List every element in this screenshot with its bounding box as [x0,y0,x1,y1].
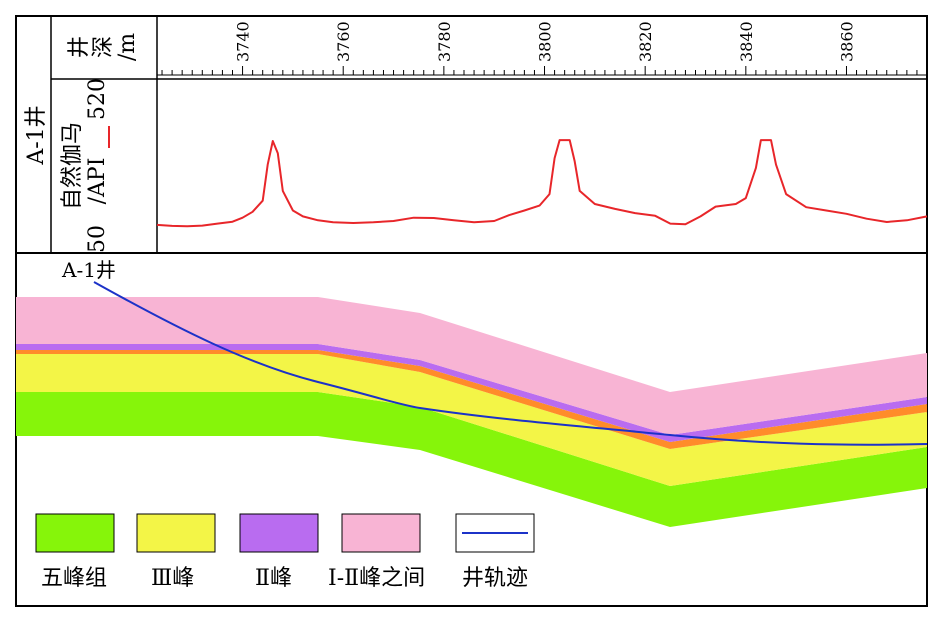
header-frame [15,15,928,254]
depth-tick-label: 3740 [234,21,253,62]
layer-wufeng [16,392,927,527]
gr-min-label: 50 [85,225,110,253]
depth-tick-label: 3820 [636,21,655,62]
depth-label-line-1: 井 [67,36,92,58]
layer-peak1-2 [16,297,927,435]
gr-curve [156,139,928,228]
legend-swatch-wufeng [35,513,115,553]
legend-swatch-peak1-2 [341,513,421,553]
depth-tick-label: 3760 [334,21,353,62]
depth-axis: 3740 3760 3780 3800 3820 3840 3860 [157,21,928,76]
gr-label: 自然伽马 50 /API 520 [60,78,110,253]
depth-tick-label: 3840 [737,21,756,62]
legend-label-peak3: Ⅲ峰 [151,566,194,591]
legend-label-trajectory: 井轨迹 [462,566,528,591]
depth-label: 井 深 /m [67,33,140,61]
layer-peak3 [16,354,927,486]
legend-label-peak2: Ⅱ峰 [255,566,292,591]
side-label: A-1井 [24,105,49,165]
depth-tick-label: 3800 [536,21,555,62]
gr-unit-label: /API [85,158,110,205]
legend-swatch-peak2 [239,513,319,553]
well-trajectory [93,281,928,446]
depth-tick-label: 3780 [435,21,454,62]
depth-label-line-3: /m [115,33,140,61]
depth-label-line-2: 深 [91,36,116,58]
depth-tick-label: 3860 [837,21,856,62]
legend-label-wufeng: 五峰组 [41,566,107,591]
legend-swatch-peak3 [136,513,216,553]
gr-label-name: 自然伽马 [60,122,85,210]
gr-max-label: 520 [85,78,110,120]
well-label: A-1井 [61,258,116,282]
legend: 五峰组 Ⅲ峰 Ⅱ峰 Ⅰ-Ⅱ峰之间 井轨迹 [35,513,535,591]
legend-label-peak1-2: Ⅰ-Ⅱ峰之间 [328,566,425,591]
